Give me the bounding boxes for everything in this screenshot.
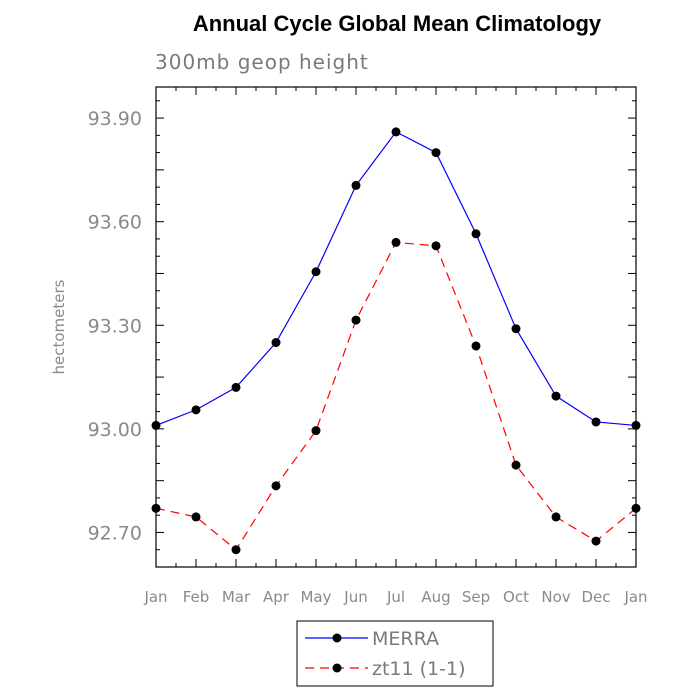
- y-tick-label: 92.70: [88, 522, 142, 544]
- legend: MERRA zt11 (1-1): [296, 620, 494, 687]
- data-point-merra: [631, 420, 641, 430]
- data-point-merra: [471, 229, 481, 239]
- series-points: [151, 127, 641, 555]
- x-tick-label: Aug: [421, 588, 450, 606]
- data-point-zt11: [551, 512, 561, 522]
- series-line-zt11: [155, 241, 637, 551]
- x-tick-label: Jul: [386, 588, 405, 606]
- legend-marker-zt11: [332, 663, 342, 673]
- x-tick-label: Jan: [143, 588, 167, 606]
- x-tick-labels: Jan Feb Mar Apr May Jun Jul Aug Sep Oct Nov Dec Jan: [143, 588, 647, 606]
- data-point-zt11: [631, 503, 641, 513]
- axis-ticks: [155, 87, 637, 568]
- data-point-merra: [231, 382, 241, 392]
- x-tick-label: Feb: [183, 588, 210, 606]
- data-point-merra: [431, 148, 441, 158]
- y-axis-label: hectometers: [50, 279, 68, 374]
- y-tick-label: 93.30: [88, 315, 142, 337]
- data-point-merra: [511, 324, 521, 334]
- data-point-zt11: [191, 512, 201, 522]
- x-tick-label: Mar: [222, 588, 251, 606]
- x-tick-label: Oct: [503, 588, 529, 606]
- series-line-merra: [155, 131, 637, 427]
- data-point-merra: [191, 405, 201, 415]
- y-tick-label: 93.60: [88, 212, 142, 234]
- x-tick-label: Apr: [263, 588, 290, 606]
- plot-frame: [155, 86, 637, 568]
- data-point-merra: [151, 420, 161, 430]
- legend-label-zt11: zt11 (1-1): [372, 658, 466, 680]
- x-tick-label: Sep: [462, 588, 490, 606]
- legend-marker-merra: [332, 633, 342, 643]
- data-point-zt11: [471, 341, 481, 351]
- data-point-zt11: [511, 460, 521, 470]
- legend-box: [296, 620, 494, 687]
- chart-subtitle: 300mb geop height: [155, 50, 369, 74]
- data-point-zt11: [431, 241, 441, 251]
- data-point-merra: [351, 180, 361, 190]
- data-point-merra: [591, 417, 601, 427]
- data-point-zt11: [311, 426, 321, 436]
- data-point-zt11: [591, 536, 601, 546]
- x-tick-label: Jun: [343, 588, 367, 606]
- data-point-zt11: [351, 315, 361, 325]
- data-point-zt11: [231, 545, 241, 555]
- data-point-merra: [551, 391, 561, 401]
- chart-title: Annual Cycle Global Mean Climatology: [193, 11, 602, 36]
- data-point-merra: [271, 338, 281, 348]
- y-tick-label: 93.90: [88, 108, 142, 130]
- series-lines: [155, 131, 637, 551]
- x-tick-label: Dec: [581, 588, 610, 606]
- x-tick-label: May: [300, 588, 331, 606]
- data-point-zt11: [151, 503, 161, 513]
- x-tick-label: Nov: [541, 588, 570, 606]
- data-point-merra: [391, 127, 401, 137]
- y-tick-labels: 92.70 93.00 93.30 93.60 93.90: [88, 108, 142, 544]
- data-point-merra: [311, 267, 321, 277]
- y-tick-label: 93.00: [88, 419, 142, 441]
- data-point-zt11: [271, 481, 281, 491]
- x-tick-label: Jan: [623, 588, 647, 606]
- data-point-zt11: [391, 237, 401, 247]
- legend-label-merra: MERRA: [372, 628, 439, 650]
